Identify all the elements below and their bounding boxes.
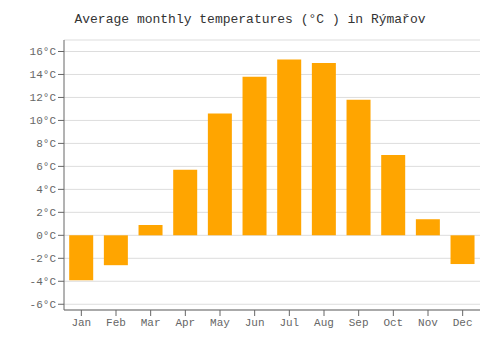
svg-text:Jan: Jan <box>71 317 91 329</box>
svg-text:Jul: Jul <box>279 317 299 329</box>
svg-text:4°C: 4°C <box>36 184 56 196</box>
svg-text:0°C: 0°C <box>36 230 56 242</box>
svg-text:Nov: Nov <box>418 317 438 329</box>
svg-text:Feb: Feb <box>106 317 126 329</box>
svg-text:6°C: 6°C <box>36 161 56 173</box>
svg-text:-2°C: -2°C <box>30 253 57 265</box>
svg-text:-6°C: -6°C <box>30 299 57 311</box>
svg-text:Jun: Jun <box>245 317 265 329</box>
svg-text:Mar: Mar <box>141 317 161 329</box>
svg-text:-4°C: -4°C <box>30 276 57 288</box>
svg-text:Apr: Apr <box>175 317 195 329</box>
html-text:Average monthly temperatures (: Average monthly temperatures (°C ) in Rý… <box>74 12 426 27</box>
svg-text:14°C: 14°C <box>30 69 57 81</box>
svg-text:8°C: 8°C <box>36 138 56 150</box>
svg-text:Sep: Sep <box>349 317 369 329</box>
svg-text:Aug: Aug <box>314 317 334 329</box>
svg-text:2°C: 2°C <box>36 207 56 219</box>
svg-text:12°C: 12°C <box>30 92 57 104</box>
svg-text:May: May <box>210 317 230 329</box>
svg-text:Dec: Dec <box>453 317 473 329</box>
svg-text:10°C: 10°C <box>30 115 57 127</box>
svg-text:16°C: 16°C <box>30 46 57 58</box>
svg-text:Oct: Oct <box>383 317 403 329</box>
